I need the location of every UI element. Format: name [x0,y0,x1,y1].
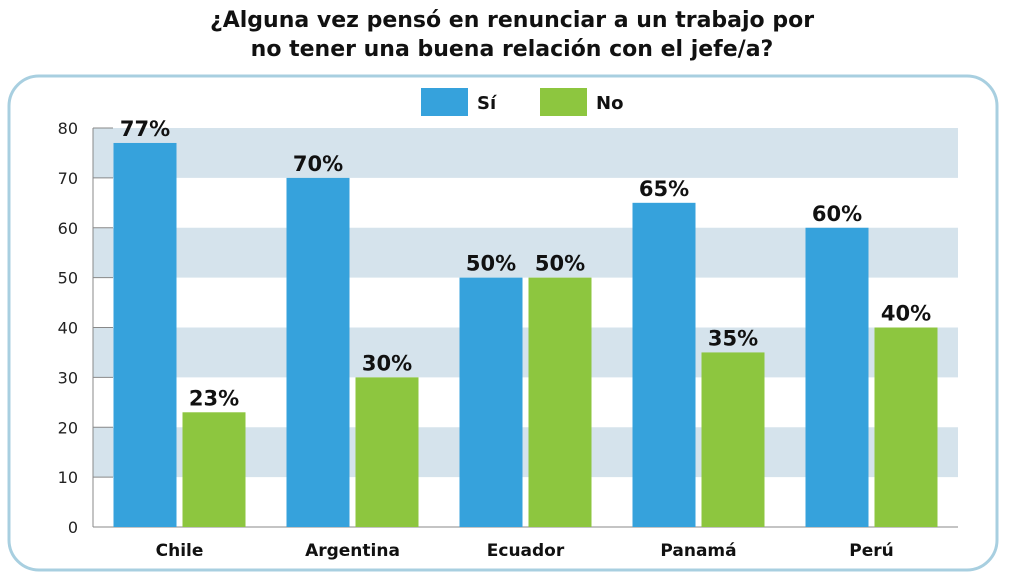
x-category-label: Argentina [305,541,400,561]
x-category-label: Chile [156,541,204,561]
legend-swatch-no [540,88,587,116]
y-tick-label: 80 [58,119,78,138]
legend-label: Sí [477,93,497,114]
y-tick-label: 40 [58,319,78,338]
bar-no [874,327,938,527]
bar-si [113,142,177,527]
bar-no [701,352,765,527]
bar-si [459,277,523,527]
data-label: 50% [535,252,585,276]
y-tick-label: 30 [58,368,78,387]
y-tick-label: 10 [58,468,78,487]
x-category-label: Ecuador [487,541,565,561]
data-label: 60% [812,202,862,226]
bar-si [805,227,869,527]
data-label: 35% [708,326,758,350]
legend-swatch-si [421,88,468,116]
data-label: 77% [120,117,170,141]
data-label: 40% [881,302,931,326]
y-tick-label: 50 [58,269,78,288]
y-tick-label: 70 [58,169,78,188]
bar-no [355,377,419,527]
bar-si [632,202,696,527]
data-label: 23% [189,386,239,410]
y-tick-label: 20 [58,418,78,437]
legend-label: No [596,93,623,114]
data-label: 50% [466,252,516,276]
chart-frame [7,74,999,572]
chart-title-line-2: no tener una buena relación con el jefe/… [250,37,774,62]
y-tick-label: 60 [58,219,78,238]
grid-band [93,128,958,178]
data-label: 65% [639,177,689,201]
bar-no [528,277,592,527]
chart-title: ¿Alguna vez pensó en renunciar a un trab… [0,6,1024,64]
y-tick-label: 0 [68,518,78,537]
bar-si [286,177,350,527]
chart-title-line-1: ¿Alguna vez pensó en renunciar a un trab… [209,8,815,33]
x-category-label: Panamá [660,541,736,561]
bar-no [182,412,246,527]
x-category-label: Perú [849,541,893,561]
data-label: 30% [362,351,412,375]
data-label: 70% [293,152,343,176]
